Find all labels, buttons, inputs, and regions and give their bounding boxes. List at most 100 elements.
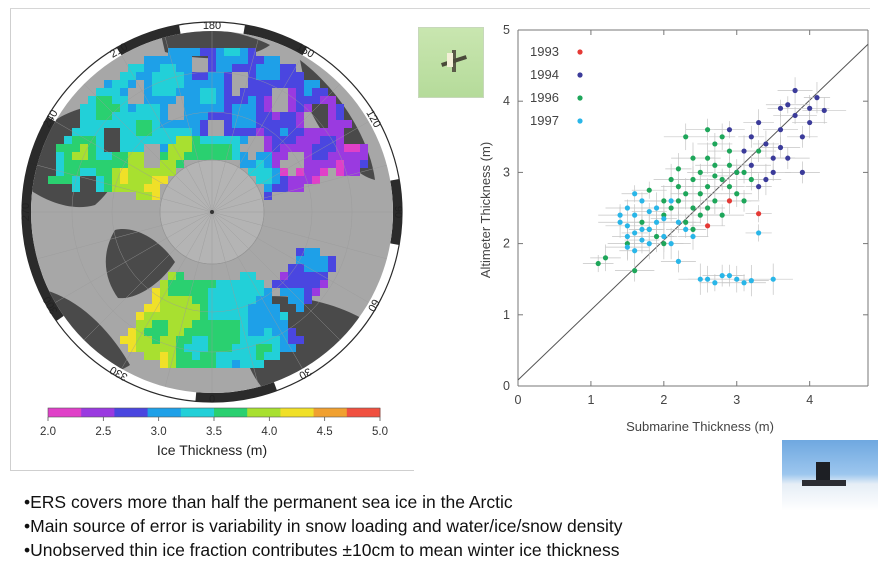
point-1996 bbox=[690, 205, 696, 211]
ice-cell bbox=[248, 96, 256, 104]
ice-cell bbox=[112, 96, 120, 104]
ice-cell bbox=[232, 152, 240, 160]
ice-cell bbox=[296, 336, 304, 344]
ice-cell bbox=[248, 64, 256, 72]
ice-cell bbox=[296, 136, 304, 144]
point-1996 bbox=[661, 212, 667, 218]
ice-cell bbox=[320, 136, 328, 144]
point-1994 bbox=[799, 169, 805, 175]
ice-cell bbox=[72, 176, 80, 184]
point-1996 bbox=[719, 176, 725, 183]
ice-cell bbox=[248, 288, 256, 296]
ice-cell bbox=[360, 152, 368, 160]
ice-cell bbox=[80, 160, 88, 168]
ice-cell bbox=[144, 176, 152, 184]
meridian-line bbox=[211, 37, 260, 213]
panel-top-border bbox=[10, 8, 870, 9]
ice-cell bbox=[256, 336, 264, 344]
ice-cell bbox=[256, 120, 264, 128]
ice-cell bbox=[280, 152, 288, 160]
ice-cell bbox=[152, 120, 160, 128]
meridian-line bbox=[37, 164, 213, 213]
ice-cell bbox=[168, 152, 176, 160]
ice-cell bbox=[160, 80, 168, 88]
ice-cell bbox=[328, 120, 336, 128]
ice-cell bbox=[160, 112, 168, 120]
ice-cell bbox=[304, 296, 312, 304]
ice-cell bbox=[224, 88, 232, 96]
meridian-line bbox=[83, 211, 213, 341]
ice-cell bbox=[72, 184, 80, 192]
point-1997 bbox=[756, 230, 762, 236]
ice-cell bbox=[264, 304, 272, 312]
ice-cell bbox=[152, 96, 160, 104]
point-1994 bbox=[777, 105, 784, 111]
ice-cell bbox=[224, 288, 232, 296]
parallel-line bbox=[159, 159, 265, 265]
ice-cell bbox=[216, 112, 224, 120]
ice-cell bbox=[96, 160, 104, 168]
ice-cell bbox=[272, 304, 280, 312]
legend-entry-1993: 1993 bbox=[530, 44, 559, 59]
ice-cell bbox=[296, 248, 304, 256]
ice-cell bbox=[296, 88, 304, 96]
ice-cell bbox=[192, 344, 200, 352]
ice-cell bbox=[104, 168, 112, 176]
ice-cell bbox=[224, 48, 232, 56]
ice-cell bbox=[104, 88, 112, 96]
ice-cell bbox=[160, 104, 168, 112]
point-1997 bbox=[646, 241, 652, 247]
ice-cell bbox=[152, 288, 160, 296]
ice-cell bbox=[168, 120, 176, 128]
meridian-line bbox=[55, 211, 213, 303]
north-pole-marker bbox=[210, 210, 214, 214]
ice-cell bbox=[144, 328, 152, 336]
point-1997 bbox=[770, 276, 776, 282]
point-1997 bbox=[748, 278, 754, 284]
ice-cell bbox=[112, 160, 120, 168]
ice-cell bbox=[200, 344, 208, 352]
ice-cell bbox=[128, 328, 136, 336]
ice-cell bbox=[224, 144, 232, 152]
ice-cell bbox=[128, 168, 136, 176]
ice-cell bbox=[216, 48, 224, 56]
ice-cell bbox=[48, 176, 56, 184]
ice-cell bbox=[120, 168, 128, 176]
ice-cell bbox=[168, 304, 176, 312]
ice-cell bbox=[192, 96, 200, 104]
ice-cell bbox=[304, 144, 312, 152]
ice-cell bbox=[168, 64, 176, 72]
ice-cell bbox=[232, 128, 240, 136]
ice-cell bbox=[304, 256, 312, 264]
ice-cell bbox=[192, 120, 200, 128]
point-1997 bbox=[704, 276, 711, 282]
ice-cell bbox=[264, 192, 272, 200]
ice-cell bbox=[248, 336, 256, 344]
ice-cell bbox=[160, 64, 168, 72]
ice-cell bbox=[232, 48, 240, 56]
ice-cell bbox=[336, 144, 344, 152]
ice-cell bbox=[128, 64, 136, 72]
ice-cell bbox=[312, 160, 320, 168]
ice-cell bbox=[56, 160, 64, 168]
ice-cell bbox=[200, 88, 208, 96]
ice-cell bbox=[136, 128, 144, 136]
ice-cell bbox=[112, 176, 120, 184]
point-1996 bbox=[704, 205, 711, 211]
ice-cell bbox=[312, 256, 320, 264]
point-1994 bbox=[756, 184, 762, 190]
point-1994 bbox=[770, 155, 776, 161]
ice-cell bbox=[336, 152, 344, 160]
point-1996 bbox=[719, 134, 725, 140]
ice-cell bbox=[232, 144, 240, 152]
ice-cell bbox=[96, 112, 104, 120]
ice-cell bbox=[256, 312, 264, 320]
ice-cell bbox=[184, 288, 192, 296]
ice-thickness-cells bbox=[48, 48, 368, 368]
ice-cell bbox=[80, 120, 88, 128]
point-1996 bbox=[683, 191, 689, 197]
point-1996 bbox=[726, 184, 733, 190]
ice-cell bbox=[96, 168, 104, 176]
point-1994 bbox=[785, 155, 791, 161]
degree-label: 180 bbox=[203, 20, 221, 32]
